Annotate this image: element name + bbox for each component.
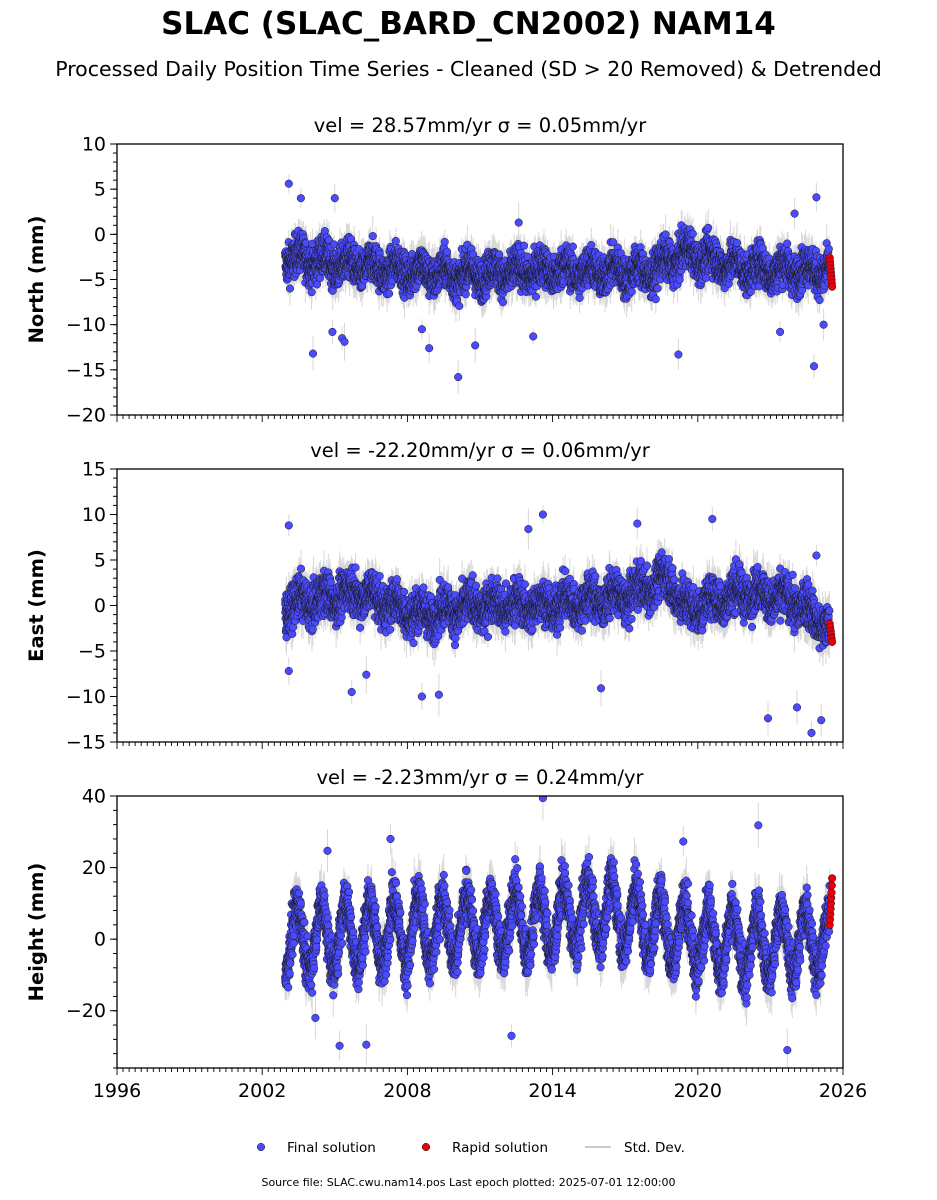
final-solution-point [285,284,295,293]
final-solution-point [307,288,316,297]
figure-title: SLAC (SLAC_BARD_CN2002) NAM14 [0,6,937,42]
plot-area [281,174,837,394]
final-solution-points [281,179,834,382]
figure-subtitle: Processed Daily Position Time Series - C… [0,57,937,81]
